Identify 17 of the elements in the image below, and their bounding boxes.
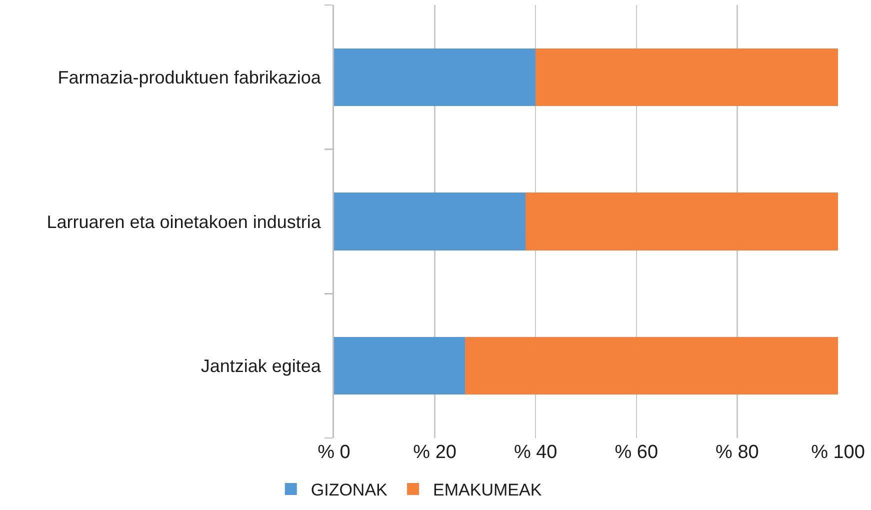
y-tick-label: Larruaren eta oinetakoen industria [46,212,322,232]
bar [526,192,838,250]
bar [334,192,526,250]
bar [334,48,536,106]
y-tick-label: Jantziak egitea [200,356,322,376]
x-tick-label: % 100 [811,442,865,463]
x-tick-label: % 20 [413,442,456,463]
y-tick-label: Farmazia-produktuen fabrikazioa [58,67,322,88]
bar [536,48,838,106]
x-tick-label: % 0 [318,442,350,463]
bar [334,336,466,395]
x-tick-label: % 80 [716,442,759,463]
x-tick-label: % 40 [514,442,558,463]
legend-label: GIZONAK [310,480,388,500]
legend-label: EMAKUMEAK [433,480,542,500]
bar [465,336,838,395]
x-tick-label: % 60 [614,442,658,463]
